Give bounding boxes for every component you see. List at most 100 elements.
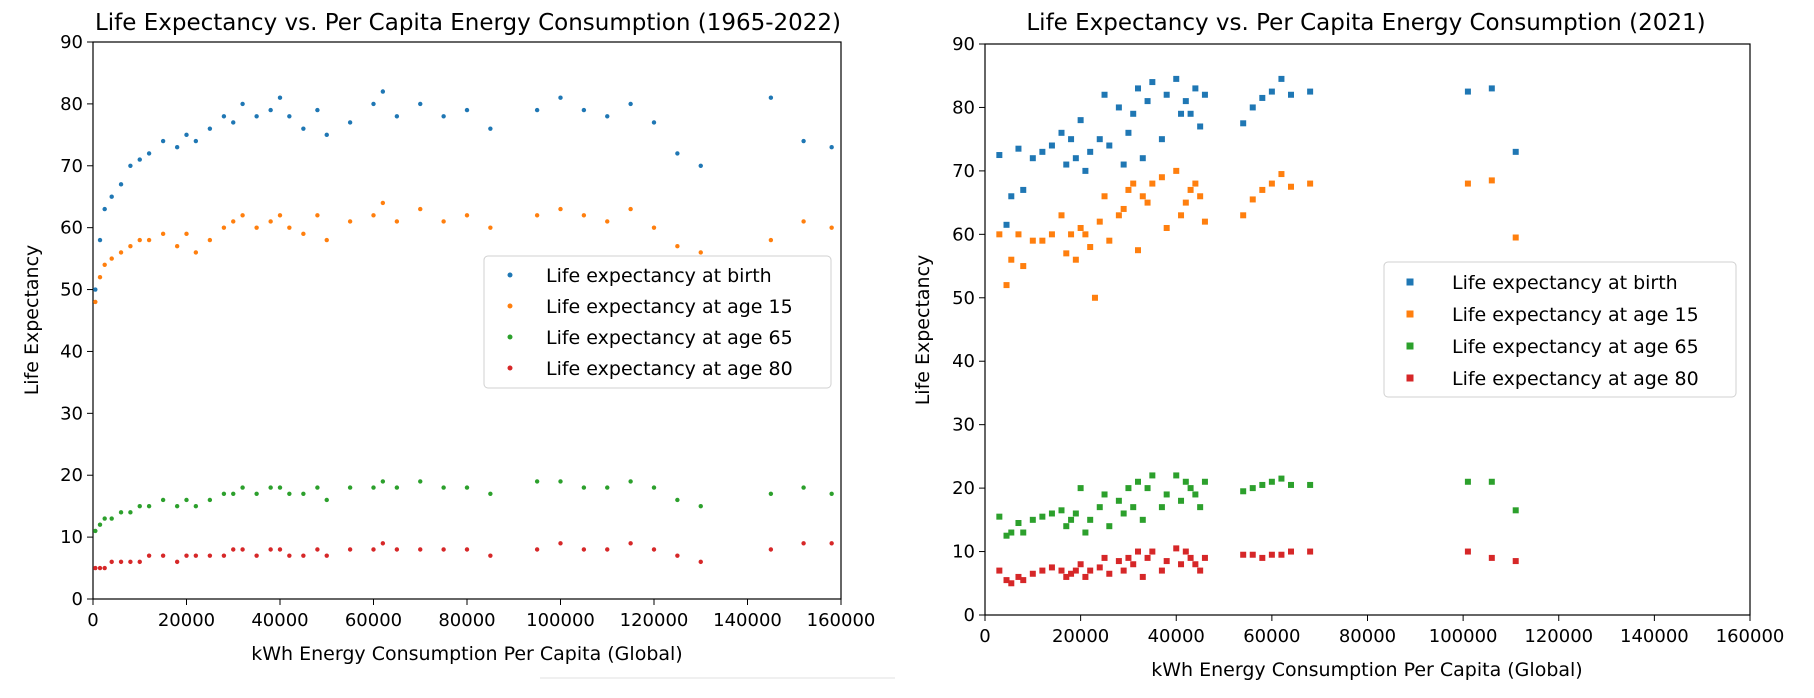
- x-tick-label: 80000: [1339, 626, 1396, 647]
- data-point: [301, 231, 306, 237]
- data-point: [1178, 561, 1185, 568]
- data-point: [581, 107, 587, 113]
- data-point: [1115, 212, 1122, 219]
- data-point: [801, 541, 806, 546]
- data-point: [1020, 186, 1027, 193]
- data-point: [1101, 91, 1108, 98]
- data-point: [1008, 580, 1015, 587]
- data-point: [1087, 516, 1094, 523]
- data-point: [1307, 180, 1314, 187]
- data-point: [1082, 167, 1089, 174]
- data-point: [1115, 497, 1122, 504]
- data-point: [1087, 148, 1094, 155]
- y-tick-label: 60: [60, 218, 83, 239]
- data-point: [558, 206, 563, 212]
- data-point: [1068, 516, 1075, 523]
- data-point: [1015, 573, 1022, 580]
- x-tick-label: 140000: [1620, 626, 1689, 647]
- data-point: [287, 491, 292, 496]
- data-point: [102, 206, 107, 212]
- data-point: [1197, 193, 1204, 200]
- data-point: [488, 553, 493, 558]
- data-point: [464, 485, 470, 490]
- data-point: [628, 479, 633, 484]
- legend: Life expectancy at birth Life expectancy …: [483, 255, 832, 389]
- data-point: [1068, 136, 1075, 143]
- data-point: [1048, 142, 1055, 149]
- legend-marker: [1406, 310, 1414, 318]
- data-point: [418, 547, 423, 552]
- data-point: [109, 516, 114, 521]
- data-point: [1125, 485, 1132, 492]
- data-point: [996, 567, 1003, 574]
- data-point: [1135, 478, 1141, 485]
- y-tick-label: 30: [60, 403, 83, 424]
- data-point: [1464, 478, 1471, 485]
- data-point: [1182, 199, 1189, 206]
- legend-marker: [507, 272, 513, 278]
- data-point: [1149, 180, 1156, 187]
- data-point: [160, 231, 166, 237]
- data-point: [371, 213, 376, 218]
- data-point: [1096, 136, 1103, 143]
- data-point: [1068, 231, 1075, 238]
- data-point: [1240, 212, 1247, 219]
- data-point: [1068, 570, 1075, 577]
- data-point: [193, 250, 199, 255]
- data-point: [1488, 177, 1495, 184]
- data-point: [581, 485, 587, 490]
- data-point: [1015, 145, 1022, 152]
- data-point: [1201, 478, 1208, 485]
- data-point: [1020, 263, 1027, 270]
- data-point: [1192, 561, 1199, 568]
- scatter-points: [93, 89, 834, 571]
- data-point: [1278, 75, 1285, 82]
- data-point: [1063, 523, 1070, 530]
- data-point: [1048, 231, 1055, 238]
- data-point: [277, 95, 283, 100]
- data-point: [221, 114, 227, 119]
- data-point: [418, 101, 423, 107]
- data-point: [1139, 193, 1146, 200]
- data-point: [1201, 554, 1208, 561]
- data-point: [1135, 85, 1141, 92]
- x-tick-label: 120000: [620, 610, 689, 631]
- data-point: [768, 95, 774, 100]
- data-point: [1259, 481, 1266, 488]
- data-point: [1087, 244, 1094, 251]
- data-point: [605, 114, 610, 119]
- legend: Life expectancy at birth Life expectancy …: [1383, 261, 1737, 398]
- data-point: [207, 126, 213, 131]
- data-point: [1096, 504, 1103, 511]
- data-point: [1144, 554, 1151, 561]
- y-tick-label: 10: [952, 542, 975, 563]
- data-point: [1187, 554, 1194, 561]
- data-point: [102, 565, 107, 571]
- x-tick-label: 80000: [438, 610, 495, 631]
- data-point: [277, 547, 283, 552]
- data-point: [184, 553, 189, 558]
- data-point: [1158, 567, 1165, 574]
- data-point: [1259, 94, 1266, 101]
- legend-marker: [507, 365, 513, 371]
- data-point: [1003, 221, 1010, 228]
- data-point: [97, 565, 103, 571]
- data-point: [675, 553, 680, 558]
- data-point: [651, 225, 657, 230]
- data-point: [1288, 481, 1294, 488]
- legend-label: Life expectancy at age 65: [546, 327, 793, 349]
- data-point: [1101, 554, 1108, 561]
- data-point: [394, 219, 400, 224]
- x-tick-label: 40000: [1148, 626, 1205, 647]
- data-point: [1015, 231, 1022, 238]
- y-tick-label: 70: [60, 156, 83, 177]
- data-point: [1268, 180, 1275, 187]
- chart-title: Life Expectancy vs. Per Capita Energy Co…: [95, 10, 841, 36]
- data-point: [1029, 237, 1036, 244]
- data-point: [1163, 224, 1170, 231]
- data-point: [605, 485, 610, 490]
- data-point: [102, 516, 107, 521]
- data-point: [102, 262, 107, 267]
- data-point: [1144, 485, 1151, 492]
- data-point: [1125, 129, 1132, 136]
